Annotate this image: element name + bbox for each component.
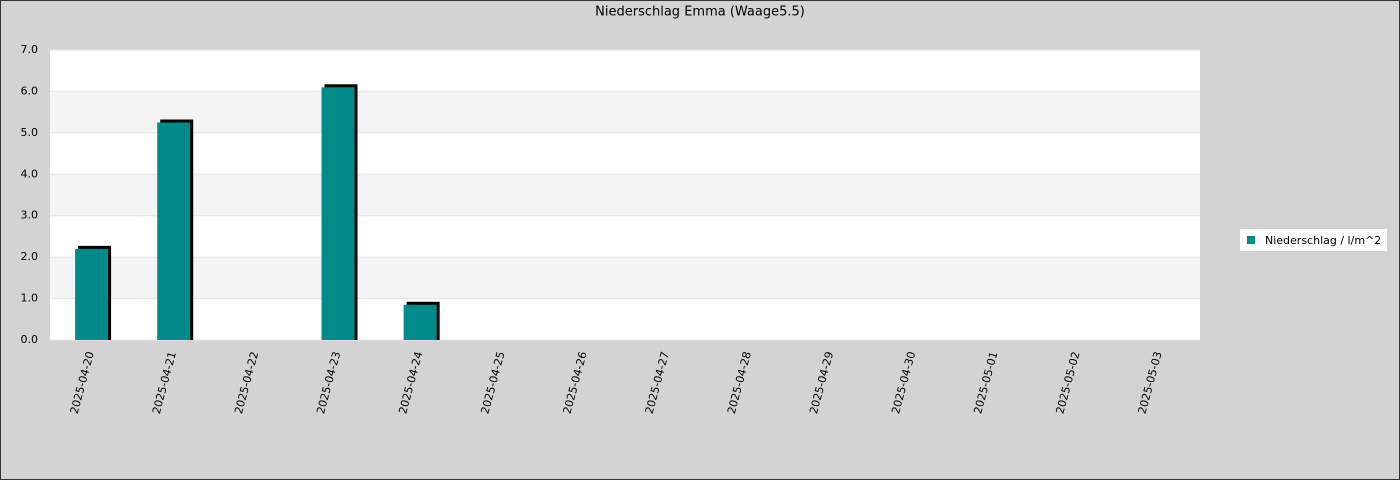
y-tick-label: 7.0 (21, 43, 39, 56)
y-tick-label: 0.0 (21, 333, 39, 346)
legend-swatch (1247, 236, 1255, 244)
y-tick-label: 2.0 (21, 250, 39, 263)
bar (321, 87, 355, 341)
chart-title: Niederschlag Emma (Waage5.5) (595, 5, 805, 20)
y-tick-label: 1.0 (21, 292, 39, 305)
grid-band (50, 174, 1200, 216)
legend-label: Niederschlag / l/m^2 (1265, 234, 1381, 247)
bar (403, 304, 437, 340)
grid-band (50, 91, 1200, 133)
legend-box (1240, 229, 1387, 251)
y-tick-label: 6.0 (21, 84, 39, 97)
grid-band (50, 257, 1200, 299)
bar (75, 248, 109, 340)
y-tick-label: 5.0 (21, 126, 39, 139)
y-tick-label: 4.0 (21, 167, 39, 180)
y-tick-label: 3.0 (21, 209, 39, 222)
bar (157, 122, 191, 340)
